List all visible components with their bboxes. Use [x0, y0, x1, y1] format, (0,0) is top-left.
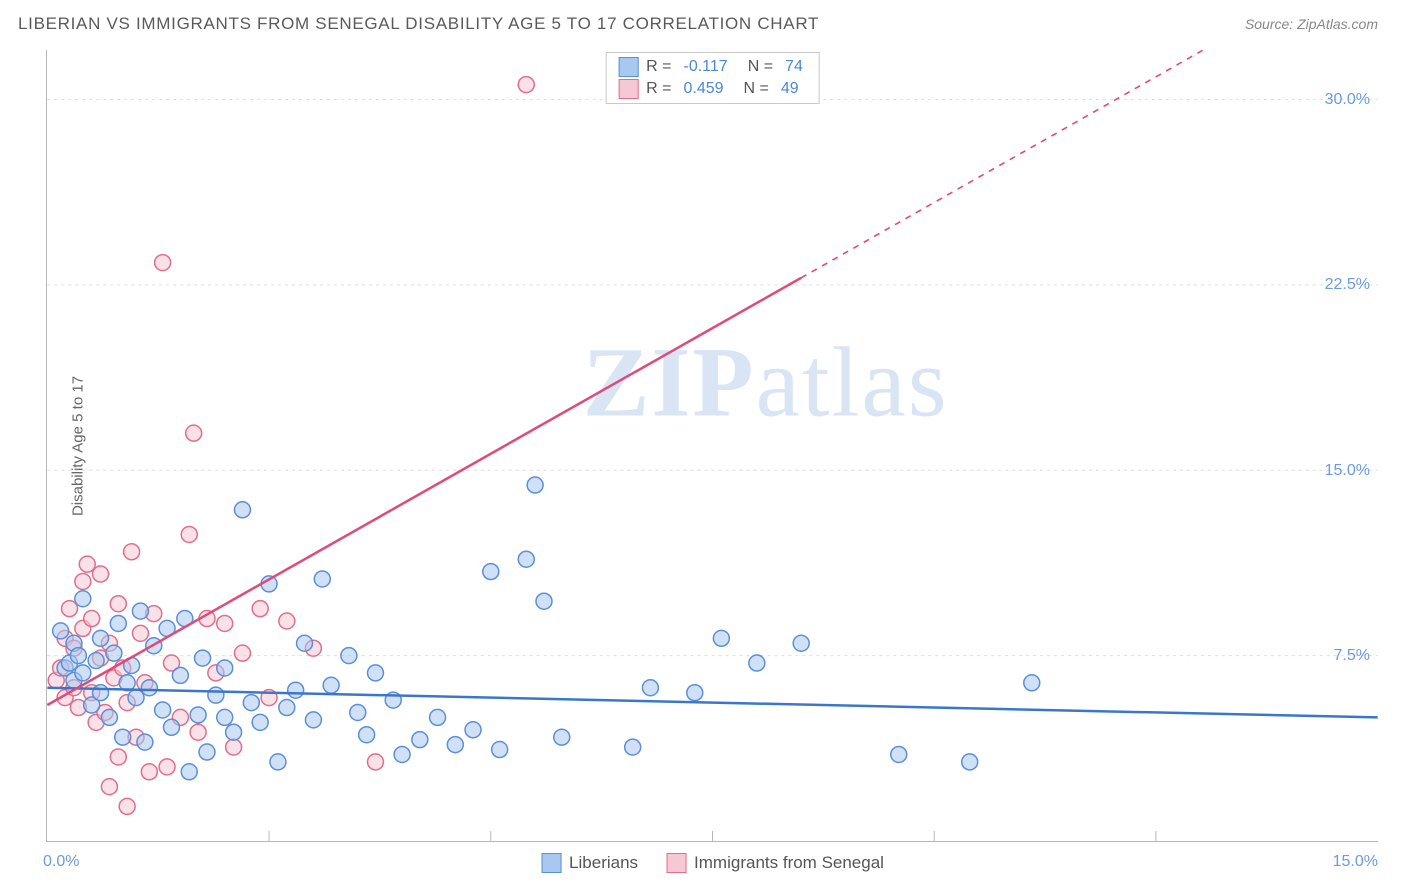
y-tick-label: 15.0%: [1325, 462, 1370, 480]
n-value-1: 49: [777, 80, 803, 98]
r-value-1: 0.459: [680, 80, 728, 98]
source-label: Source: ZipAtlas.com: [1245, 16, 1378, 32]
x-axis-max-label: 15.0%: [1333, 853, 1378, 871]
chart-title: LIBERIAN VS IMMIGRANTS FROM SENEGAL DISA…: [18, 14, 819, 34]
swatch-series-1: [618, 79, 638, 99]
n-value-0: 74: [781, 58, 807, 76]
legend-item-1: Immigrants from Senegal: [666, 853, 884, 873]
y-tick-label: 7.5%: [1334, 647, 1370, 665]
stats-row-0: R = -0.117 N = 74: [618, 57, 807, 77]
legend-swatch-0: [541, 853, 561, 873]
chart-svg: [47, 50, 1378, 841]
y-tick-label: 22.5%: [1325, 276, 1370, 294]
legend-label-1: Immigrants from Senegal: [694, 853, 884, 873]
legend-item-0: Liberians: [541, 853, 638, 873]
stats-legend: R = -0.117 N = 74 R = 0.459 N = 49: [605, 52, 820, 104]
r-value-0: -0.117: [680, 58, 732, 76]
legend-swatch-1: [666, 853, 686, 873]
watermark: ZIPatlas: [583, 325, 949, 440]
chart-header: LIBERIAN VS IMMIGRANTS FROM SENEGAL DISA…: [0, 0, 1406, 44]
legend-label-0: Liberians: [569, 853, 638, 873]
plot-area: ZIPatlas R = -0.117 N = 74 R = 0.459 N =…: [46, 50, 1378, 842]
swatch-series-0: [618, 57, 638, 77]
y-tick-label: 30.0%: [1325, 91, 1370, 109]
x-axis-min-label: 0.0%: [43, 853, 79, 871]
bottom-legend: Liberians Immigrants from Senegal: [541, 853, 884, 873]
stats-row-1: R = 0.459 N = 49: [618, 79, 807, 99]
